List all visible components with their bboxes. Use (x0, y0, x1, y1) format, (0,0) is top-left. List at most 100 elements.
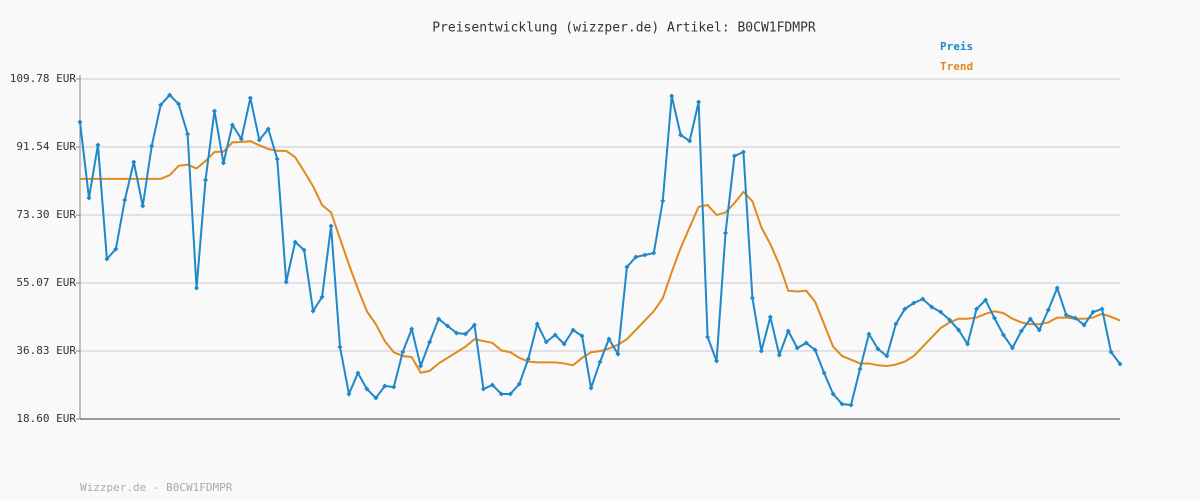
point (211, 108, 217, 114)
point (507, 391, 513, 397)
series-line (80, 140, 1121, 374)
y-tick-label: 18.60 EUR (16, 412, 76, 425)
point (956, 327, 962, 333)
point (651, 250, 657, 256)
point (203, 177, 209, 183)
point (902, 306, 908, 312)
point (328, 223, 334, 229)
point (848, 402, 854, 408)
point (337, 344, 343, 350)
point (176, 101, 182, 107)
footer: Wizzper.de - B0CW1FDMPR (80, 481, 233, 494)
point (382, 383, 388, 389)
point (794, 345, 800, 351)
point (875, 346, 881, 352)
point (489, 382, 495, 388)
y-tick-label: 55.07 EUR (16, 276, 76, 289)
point (911, 300, 917, 306)
point (624, 264, 630, 270)
point (696, 99, 702, 105)
point (857, 366, 863, 372)
point (274, 156, 280, 162)
y-tick-label: 109.78 EUR (10, 72, 77, 85)
y-tick-label: 36.83 EUR (16, 344, 76, 357)
point (830, 391, 836, 397)
point (1063, 312, 1069, 318)
point (400, 349, 406, 355)
point (570, 327, 576, 333)
point (346, 391, 352, 397)
point (552, 332, 558, 338)
point (301, 247, 307, 253)
point (929, 304, 935, 310)
point (821, 370, 827, 376)
point (678, 132, 684, 138)
point (767, 314, 773, 320)
point (498, 391, 504, 397)
point (283, 279, 289, 285)
point (194, 285, 200, 291)
point (131, 159, 137, 165)
point (920, 296, 926, 302)
point (866, 331, 872, 337)
point (687, 138, 693, 144)
legend-label: Trend (940, 60, 973, 73)
point (974, 306, 980, 312)
point (445, 323, 451, 329)
point (310, 308, 316, 314)
point (373, 395, 379, 401)
point (749, 295, 755, 301)
point (418, 363, 424, 369)
point (1018, 328, 1024, 334)
point (839, 401, 845, 407)
point (463, 331, 469, 337)
point (1108, 349, 1114, 355)
point (355, 370, 361, 376)
point (606, 336, 612, 342)
point (86, 195, 92, 201)
point (714, 358, 720, 364)
point (113, 246, 119, 252)
point (633, 254, 639, 260)
point (122, 197, 128, 203)
point (660, 198, 666, 204)
point (938, 309, 944, 315)
point (77, 119, 83, 125)
point (731, 153, 737, 159)
point (95, 142, 101, 148)
point (893, 321, 899, 327)
point (991, 315, 997, 321)
point (480, 386, 486, 392)
point (785, 328, 791, 334)
point (409, 326, 415, 332)
point (525, 356, 531, 362)
point (1081, 322, 1087, 328)
point (543, 339, 549, 345)
point (723, 230, 729, 236)
point (1072, 315, 1078, 321)
point (615, 351, 621, 357)
point (1000, 332, 1006, 338)
point (104, 256, 110, 262)
point (561, 341, 567, 347)
point (1036, 327, 1042, 333)
point (1045, 307, 1051, 313)
legend-label: Preis (940, 40, 973, 53)
point (740, 149, 746, 155)
point (158, 102, 164, 108)
point (884, 353, 890, 359)
point (597, 359, 603, 365)
point (1027, 316, 1033, 322)
point (669, 93, 675, 99)
point (516, 381, 522, 387)
point (436, 316, 442, 322)
point (1099, 306, 1105, 312)
point (758, 348, 764, 354)
y-tick-label: 73.30 EUR (16, 208, 76, 221)
point (167, 92, 173, 98)
point (534, 321, 540, 327)
point (579, 333, 585, 339)
point (776, 352, 782, 358)
chart-title: Preisentwicklung (wizzper.de) Artikel: B… (432, 21, 816, 36)
